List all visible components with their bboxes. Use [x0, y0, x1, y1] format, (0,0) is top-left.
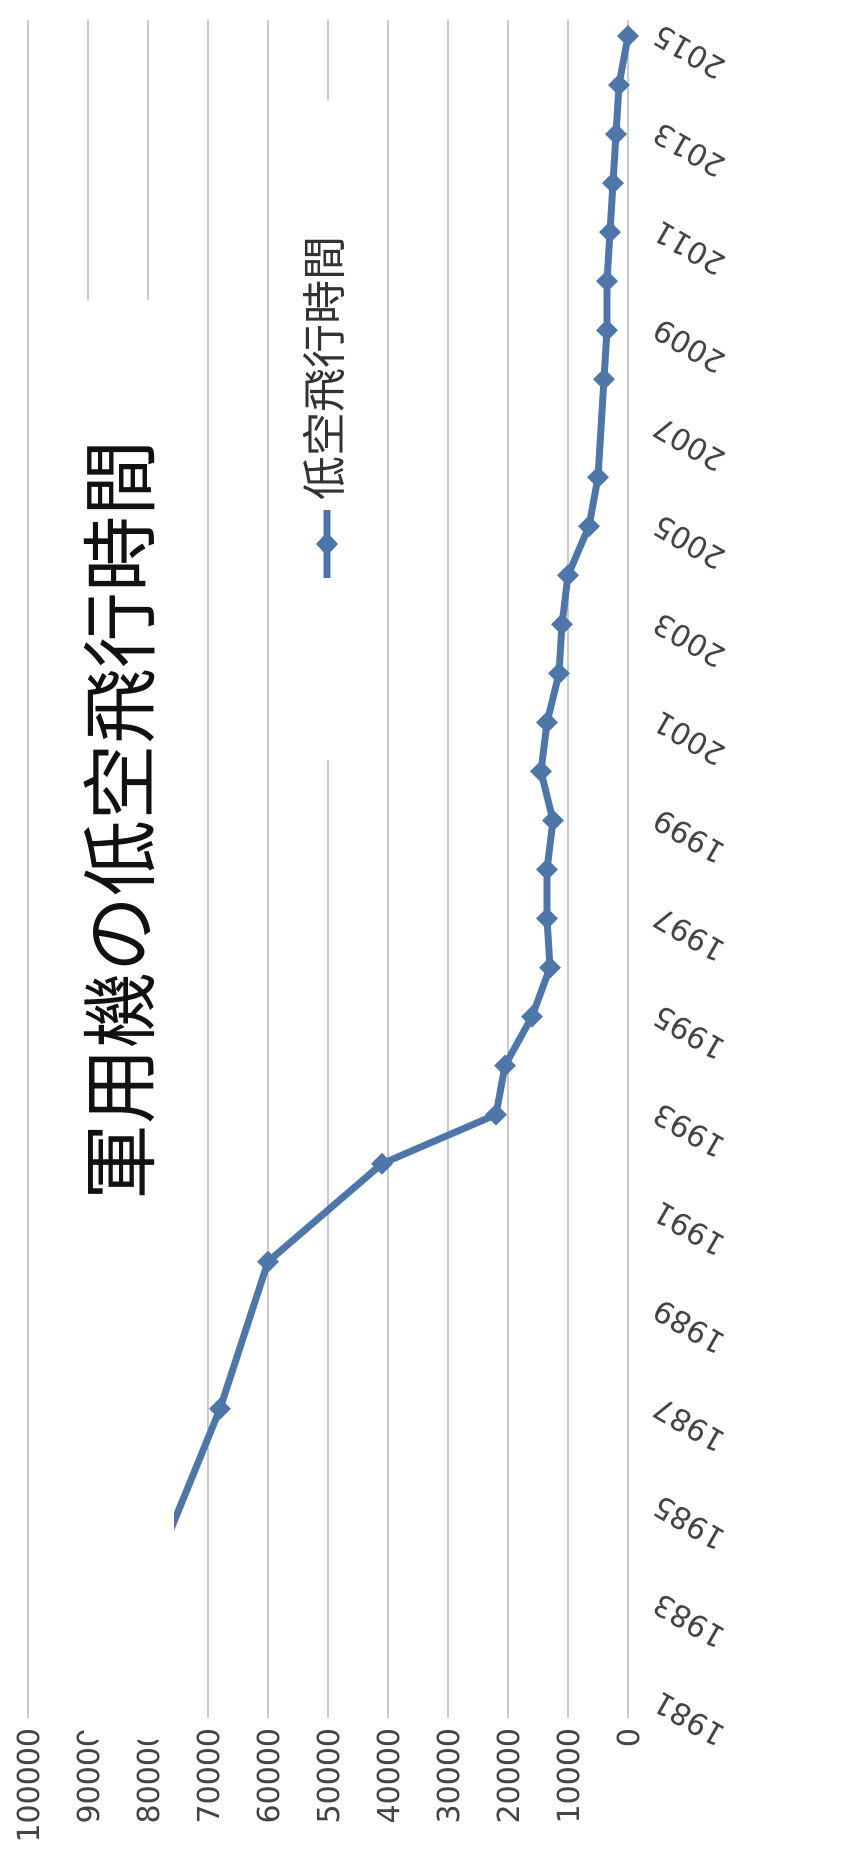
data-point-1992: [371, 1152, 393, 1175]
y-tick-0: 0: [612, 1728, 647, 1747]
data-point-2012: [602, 172, 624, 195]
data-point-2003: [551, 613, 573, 636]
data-point-1990: [257, 1250, 279, 1273]
data-point-2001: [536, 711, 558, 734]
data-point-1994: [494, 1054, 516, 1077]
data-point-2004: [557, 564, 579, 587]
data-point-1999: [542, 809, 564, 832]
y-tick-50000: 50000: [312, 1728, 347, 1823]
y-tick-labels: 0 10000 20000 30000 40000 50000 60000 70000 8000…: [12, 1728, 647, 1843]
y-tick-10000: 10000: [552, 1728, 587, 1823]
y-tick-40000: 40000: [372, 1728, 407, 1823]
data-point-2000: [530, 760, 552, 783]
data-point-2015: [617, 25, 639, 47]
data-series: [89, 25, 639, 1714]
legend-label: 低空飛行時間: [300, 236, 351, 500]
chart-title: 軍用機の低空飛行時間: [77, 440, 166, 1200]
data-point-1996: [539, 956, 561, 979]
chart-title-group: 軍用機の低空飛行時間: [77, 300, 174, 1740]
data-point-2002: [548, 662, 570, 685]
y-tick-70000: 70000: [192, 1728, 227, 1823]
y-tick-30000: 30000: [432, 1728, 467, 1823]
legend-backing: [300, 100, 356, 760]
data-point-2010: [596, 270, 618, 293]
legend-marker-icon: [316, 532, 338, 556]
data-point-2008: [593, 368, 615, 391]
data-point-1997: [536, 907, 558, 930]
y-tick-60000: 60000: [252, 1728, 287, 1823]
data-point-1995: [521, 1005, 543, 1028]
y-tick-90000: 90000: [72, 1728, 107, 1823]
data-point-2013: [605, 123, 627, 146]
y-tick-80000: 80000: [132, 1728, 167, 1823]
title-backing: [84, 300, 174, 1740]
data-point-2005: [578, 515, 600, 538]
data-point-1998: [536, 858, 558, 881]
data-point-1993: [485, 1103, 507, 1126]
legend: 低空飛行時間: [300, 100, 356, 760]
data-point-1987: [209, 1397, 231, 1420]
data-point-2014: [608, 74, 630, 96]
y-tick-20000: 20000: [492, 1728, 527, 1823]
y-tick-100000: 100000: [12, 1728, 47, 1843]
data-point-2009: [596, 319, 618, 342]
data-point-2011: [599, 221, 621, 244]
data-point-2006: [587, 466, 609, 489]
